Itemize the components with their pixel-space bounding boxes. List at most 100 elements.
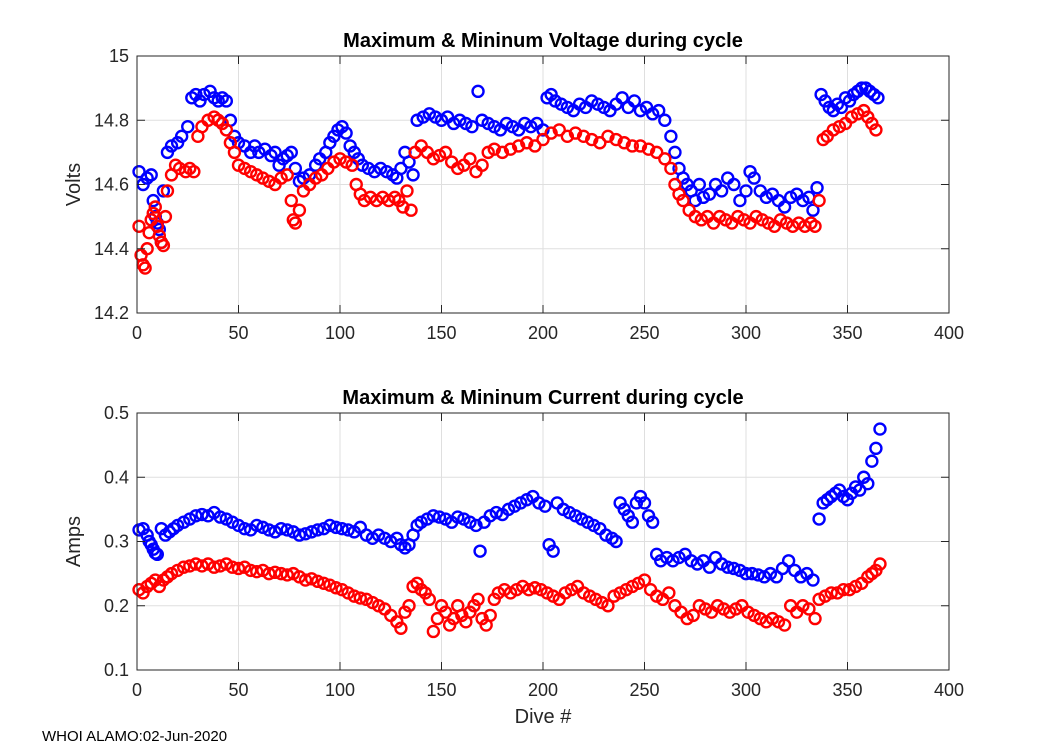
chart-title: Maximum & Mininum Current during cycle [342, 387, 743, 409]
data-point [471, 84, 485, 99]
footer-label: WHOI ALAMO:02-Jun-2020 [42, 728, 227, 745]
data-point [861, 476, 875, 491]
data-point [213, 510, 227, 524]
data-point [855, 81, 869, 95]
data-point [402, 155, 416, 169]
data-point [576, 129, 591, 144]
data-point [284, 193, 298, 208]
y-tick-label: 14.4 [94, 239, 129, 259]
data-point [645, 515, 660, 529]
data-point [144, 168, 158, 182]
data-point [158, 209, 173, 224]
x-tick-label: 300 [731, 680, 761, 700]
x-tick-label: 150 [426, 323, 456, 343]
y-tick-label: 0.2 [104, 596, 129, 616]
y-tick-label: 14.2 [94, 303, 129, 323]
data-point [871, 91, 885, 105]
data-point [250, 564, 264, 579]
data-point [609, 534, 623, 549]
data-point [237, 521, 252, 536]
y-tick-label: 15 [109, 46, 129, 66]
data-point [601, 129, 615, 144]
data-point [552, 123, 566, 137]
data-point [747, 171, 761, 185]
data-point [426, 509, 441, 523]
x-tick-label: 200 [528, 680, 558, 700]
data-point [873, 557, 887, 571]
data-point [323, 578, 337, 592]
data-point [585, 132, 599, 147]
data-point [528, 581, 542, 595]
data-point [649, 145, 664, 160]
data-point [503, 142, 518, 156]
data-point [727, 177, 741, 192]
x-tick-label: 250 [629, 680, 659, 700]
data-point [625, 515, 640, 529]
data-point [714, 184, 729, 198]
y-tick-label: 0.5 [104, 403, 129, 423]
data-point [739, 184, 753, 198]
data-point [280, 523, 294, 537]
data-point [664, 161, 678, 176]
data-point [810, 181, 824, 195]
data-point [404, 203, 418, 217]
data-point [702, 560, 717, 574]
y-tick-label: 0.3 [104, 532, 129, 552]
data-point [335, 521, 349, 536]
x-tick-label: 400 [934, 680, 964, 700]
data-point [489, 505, 504, 520]
data-point [406, 168, 420, 182]
data-point [668, 145, 682, 160]
data-point [777, 618, 792, 632]
y-tick-label: 14.8 [94, 110, 129, 130]
data-point [544, 126, 558, 140]
data-point [195, 559, 209, 573]
x-tick-label: 0 [132, 323, 142, 343]
data-point [148, 200, 162, 214]
data-point [686, 608, 700, 623]
x-tick-label: 150 [426, 680, 456, 700]
data-point [658, 152, 672, 166]
data-point [323, 518, 337, 533]
data-point [219, 94, 234, 108]
data-point [207, 560, 221, 574]
data-point [652, 103, 666, 118]
data-point [219, 123, 234, 137]
data-point [432, 510, 447, 524]
data-point [156, 184, 171, 198]
data-point [641, 142, 656, 156]
data-point [751, 568, 765, 582]
data-point [451, 510, 465, 524]
data-point [345, 158, 359, 172]
data-point [298, 527, 313, 541]
data-point [402, 599, 416, 613]
data-point [777, 200, 792, 214]
data-point [852, 483, 867, 497]
data-point [310, 523, 325, 537]
y-axis-label: Volts [63, 163, 85, 206]
data-point [593, 136, 607, 150]
data-point [298, 573, 313, 587]
x-tick-label: 50 [228, 323, 248, 343]
data-point [676, 193, 690, 208]
data-point [538, 499, 552, 513]
data-point [520, 136, 534, 150]
data-point [288, 216, 303, 230]
data-point [347, 589, 361, 603]
data-point [132, 164, 146, 179]
data-point [469, 518, 483, 533]
data-point [310, 574, 325, 589]
data-point [733, 193, 747, 208]
data-point [132, 219, 146, 233]
data-point [560, 129, 575, 144]
x-tick-label: 200 [528, 323, 558, 343]
data-point [195, 507, 209, 522]
y-tick-label: 0.1 [104, 660, 129, 680]
data-point [808, 611, 822, 626]
data-point [662, 586, 676, 600]
data-point [471, 592, 485, 607]
data-point [156, 238, 171, 253]
data-point [353, 591, 367, 605]
data-point [146, 206, 160, 221]
